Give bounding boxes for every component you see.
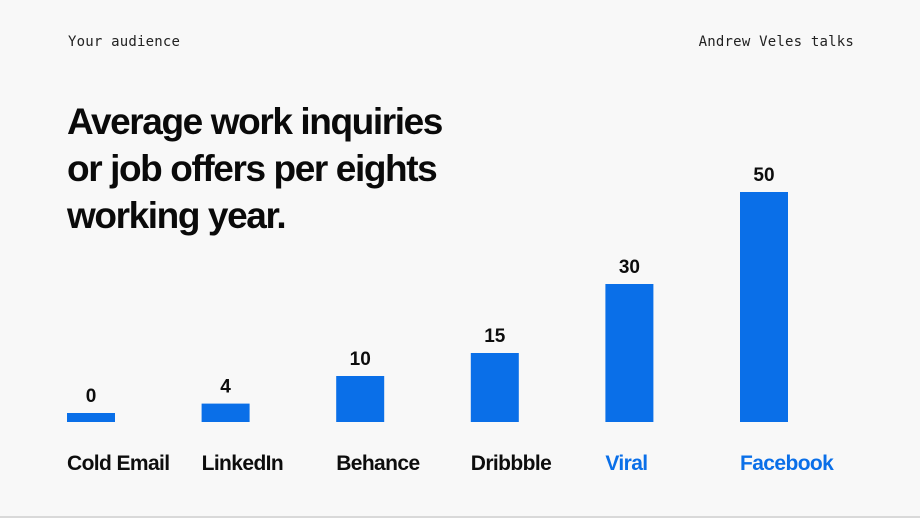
bar-facebook xyxy=(740,192,788,422)
bar-cold-email xyxy=(67,413,115,422)
category-label-dribbble: Dribbble xyxy=(471,452,551,475)
bar-linkedin xyxy=(201,403,250,422)
chart-title: Average work inquiries or job offers per… xyxy=(67,98,487,239)
data-label-linkedin: 4 xyxy=(220,377,231,398)
bar-viral xyxy=(605,284,654,422)
bar-dribbble xyxy=(470,353,519,422)
data-label-dribbble: 15 xyxy=(484,326,506,347)
category-label-behance: Behance xyxy=(336,452,419,475)
data-label-cold-email: 0 xyxy=(86,386,97,407)
category-label-cold-email: Cold Email xyxy=(67,452,170,475)
speaker-label: Andrew Veles talks xyxy=(698,34,854,50)
bottom-divider xyxy=(0,516,920,518)
data-label-viral: 30 xyxy=(619,257,640,278)
section-label: Your audience xyxy=(68,34,181,50)
chart-title-line-2: or job offers per eights xyxy=(67,148,438,189)
category-label-viral: Viral xyxy=(605,452,647,475)
chart-title-line-3: working year. xyxy=(67,195,287,236)
category-label-linkedin: LinkedIn xyxy=(202,452,284,475)
data-label-facebook: 50 xyxy=(753,165,774,186)
chart-title-line-1: Average work inquiries xyxy=(67,101,443,142)
bar-behance xyxy=(336,376,385,422)
category-label-facebook: Facebook xyxy=(740,452,834,475)
data-label-behance: 10 xyxy=(350,349,371,370)
